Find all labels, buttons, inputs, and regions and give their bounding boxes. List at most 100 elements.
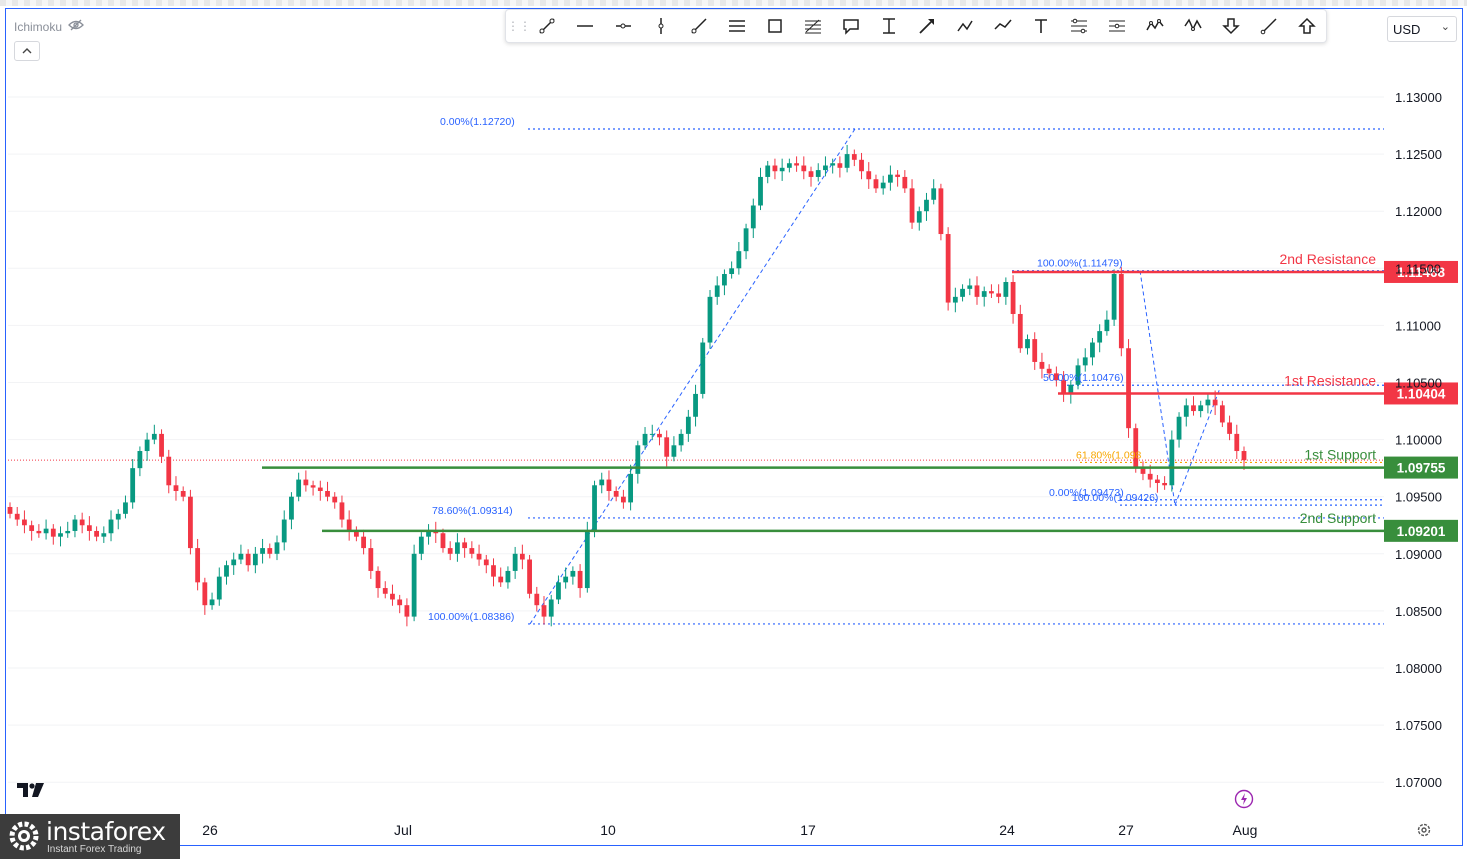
level-lines: 2nd Resistance 1.11468 1st Resistance 1.104… [262, 251, 1458, 542]
candle-body [1169, 439, 1175, 486]
x-tick-label: 26 [202, 822, 218, 838]
candle-body [671, 445, 677, 457]
x-tick-label: Aug [1233, 822, 1258, 838]
x-tick-label: 27 [1118, 822, 1134, 838]
x-axis: 26 Jul 10 17 24 27 Aug [202, 822, 1257, 838]
candle-body [1082, 357, 1088, 366]
parallel-channel-icon[interactable] [718, 11, 756, 41]
candle-body [245, 553, 251, 566]
candle-body [433, 530, 439, 534]
candle-body [801, 165, 807, 172]
fib-retracement-icon[interactable] [794, 11, 832, 41]
candle-body [1061, 380, 1066, 394]
tradingview-logo-icon[interactable] [17, 782, 47, 803]
abcd-pattern-icon[interactable] [1174, 11, 1212, 41]
candle-body [339, 502, 345, 520]
candle-body [180, 490, 186, 497]
date-range-icon[interactable] [1060, 11, 1098, 41]
callout-icon[interactable] [832, 11, 870, 41]
candle-body [794, 163, 799, 166]
candle-body [144, 439, 150, 452]
y-tick-label: 1.10000 [1395, 433, 1442, 448]
collapse-legend-button[interactable] [14, 41, 40, 61]
candle-body [361, 536, 367, 549]
candle-body [317, 487, 323, 491]
currency-select[interactable]: USD ⌄ [1387, 16, 1457, 42]
trend-line-icon[interactable] [528, 11, 566, 41]
vertical-line-icon[interactable] [642, 11, 680, 41]
fib-swing-line [1174, 388, 1221, 506]
rectangle-icon[interactable] [756, 11, 794, 41]
candle-body [491, 565, 496, 577]
candle-body [382, 588, 388, 594]
indicator-name[interactable]: Ichimoku [14, 19, 63, 34]
candle-body [296, 479, 302, 497]
y-tick-label: 1.09000 [1395, 547, 1442, 562]
text-icon[interactable] [1022, 11, 1060, 41]
eye-off-icon[interactable] [68, 19, 84, 34]
currency-value: USD [1393, 21, 1421, 37]
arrow-marker-icon[interactable] [908, 11, 946, 41]
candle-body [289, 496, 294, 520]
candle-body [1176, 416, 1182, 440]
arrow-up-icon[interactable] [1288, 11, 1326, 41]
candle-body [1126, 348, 1131, 429]
candle-body [159, 433, 164, 457]
candle-body [996, 293, 1002, 297]
candle-body [916, 211, 922, 223]
horizontal-line-icon[interactable] [566, 11, 604, 41]
trend-angle-icon[interactable] [1250, 11, 1288, 41]
candle-body [642, 433, 648, 446]
candle-body [22, 519, 27, 526]
candle-body [1097, 331, 1103, 343]
level-label: 2nd Support [1300, 510, 1376, 526]
candle-body [1053, 373, 1059, 381]
fib-level-label: 50.00%(1.10476) [1043, 372, 1124, 384]
fib-labels: 0.00%(1.12720) 78.60%(1.09314) 100.00%(1.0… [428, 116, 1158, 623]
y-tick-label: 1.08500 [1395, 604, 1442, 619]
candle-body [527, 559, 532, 594]
arrow-down-icon[interactable] [1212, 11, 1250, 41]
candle-body [1068, 384, 1074, 394]
ray-icon[interactable] [680, 11, 718, 41]
candle-body [1039, 361, 1045, 369]
candle-body [108, 519, 114, 534]
candle-body [505, 570, 511, 583]
date-price-range-icon[interactable] [1098, 11, 1136, 41]
candle-body [981, 291, 987, 297]
candle-body [519, 553, 525, 560]
drawing-toolbar: ⋮⋮ [505, 9, 1327, 43]
candle-body [635, 445, 641, 474]
candle-body [664, 437, 670, 457]
polyline-icon[interactable] [984, 11, 1022, 41]
candle-body [570, 570, 576, 577]
drag-handle-icon[interactable]: ⋮⋮ [507, 19, 531, 33]
candle-body [1147, 473, 1153, 480]
settings-gear-icon[interactable] [1416, 822, 1432, 843]
elliott-wave-icon[interactable] [1136, 11, 1174, 41]
candle-body [534, 593, 540, 606]
y-tick-label: 1.08000 [1395, 661, 1442, 676]
fib-level-label: 78.60%(1.09314) [432, 505, 513, 517]
price-tag-value: 1.10404 [1397, 386, 1446, 401]
candle-body [895, 174, 901, 177]
price-range-icon[interactable] [870, 11, 908, 41]
candle-body [1227, 422, 1232, 434]
candle-body [967, 285, 973, 289]
candle-body [209, 599, 215, 606]
candle-body [1155, 479, 1160, 483]
candle-body [722, 274, 727, 286]
indicator-legend[interactable]: Ichimoku [14, 19, 84, 34]
horizontal-ray-icon[interactable] [604, 11, 642, 41]
path-icon[interactable] [946, 11, 984, 41]
candle-body [36, 530, 42, 534]
y-tick-label: 1.11000 [1395, 318, 1441, 333]
candle-body [86, 525, 92, 531]
brand-watermark: instaforex Instant Forex Trading [0, 814, 180, 859]
candle-body [267, 548, 273, 554]
lightning-icon[interactable] [1234, 789, 1254, 814]
candle-body [541, 605, 547, 617]
y-tick-label: 1.11500 [1395, 261, 1441, 276]
candle-body [260, 548, 265, 554]
